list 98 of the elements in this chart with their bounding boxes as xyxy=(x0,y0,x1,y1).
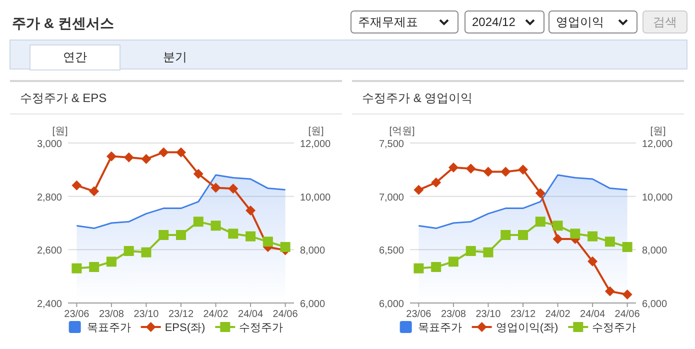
point xyxy=(228,184,238,194)
x-tick-label: 24/04 xyxy=(580,309,606,320)
point xyxy=(246,205,256,216)
y-axis-title: [원] xyxy=(52,126,68,137)
point xyxy=(246,231,256,242)
x-tick-label: 24/02 xyxy=(203,309,229,320)
point xyxy=(228,228,238,239)
x-tick-label: 23/06 xyxy=(406,309,432,320)
point xyxy=(500,230,511,240)
x-tick-label: 23/10 xyxy=(134,309,160,320)
point xyxy=(518,230,528,240)
point xyxy=(448,162,458,173)
point xyxy=(483,166,494,177)
point xyxy=(448,256,458,267)
text: 분기 xyxy=(163,50,187,64)
x-tick-label: 24/06 xyxy=(614,309,640,320)
x-tick-label: 23/06 xyxy=(64,309,90,320)
y2-tick-label: 10,000 xyxy=(300,192,332,204)
x-tick-label: 23/10 xyxy=(476,309,502,320)
y-tick-label: 6,500 xyxy=(378,246,404,257)
point xyxy=(588,256,598,266)
point xyxy=(466,164,476,174)
y-tick-label: 7,500 xyxy=(378,139,404,150)
y2-axis-title: [원] xyxy=(308,126,324,137)
legend-label: 목표주가 xyxy=(86,322,131,334)
point xyxy=(604,286,615,296)
y-tick-label: 2,600 xyxy=(36,246,62,257)
point xyxy=(141,154,152,164)
point xyxy=(552,234,563,244)
point xyxy=(588,231,598,242)
y2-tick-label: 12,000 xyxy=(642,139,674,150)
x-tick-label: 23/12 xyxy=(168,309,194,320)
point xyxy=(570,228,580,239)
y2-tick-label: 6,000 xyxy=(300,299,326,310)
y-tick-label: 2,800 xyxy=(36,192,62,204)
x-tick-label: 23/12 xyxy=(510,309,536,320)
point xyxy=(176,147,186,158)
chart-title: 수정주가 & 영업이익 xyxy=(362,91,473,105)
point xyxy=(414,263,424,274)
legend-label: 수정주가 xyxy=(239,322,284,334)
point xyxy=(89,262,100,272)
text: 영업이익 xyxy=(556,15,604,29)
y-tick-label: 6,000 xyxy=(378,299,404,310)
x-tick-label: 24/02 xyxy=(545,309,571,320)
point xyxy=(622,289,632,300)
point xyxy=(622,242,632,252)
point xyxy=(72,180,82,190)
point xyxy=(552,220,563,231)
point xyxy=(72,263,82,274)
point xyxy=(604,236,615,247)
point xyxy=(193,216,204,227)
x-tick-label: 24/06 xyxy=(272,309,298,320)
point xyxy=(518,164,528,175)
x-tick-label: 24/04 xyxy=(238,309,264,320)
point xyxy=(89,186,100,196)
text: 2024/12 xyxy=(472,15,516,29)
point xyxy=(141,247,152,258)
text: 주가 & 컨센서스 xyxy=(12,15,114,31)
point xyxy=(535,216,546,227)
point xyxy=(193,168,204,179)
legend-label: 수정주가 xyxy=(592,322,636,334)
point xyxy=(210,220,221,231)
point xyxy=(124,152,134,162)
y2-axis-title: [원] xyxy=(650,126,666,137)
chart-title: 수정주가 & EPS xyxy=(20,91,107,105)
point xyxy=(466,246,476,256)
point xyxy=(431,177,442,188)
point xyxy=(262,236,273,247)
point xyxy=(535,188,546,198)
point xyxy=(483,247,494,258)
point xyxy=(124,246,134,256)
point xyxy=(176,230,186,240)
point xyxy=(210,182,221,193)
point xyxy=(158,230,169,240)
x-tick-label: 23/08 xyxy=(440,309,466,320)
x-tick-label: 23/08 xyxy=(98,309,124,320)
text: 주재무제표 xyxy=(358,15,418,29)
y2-tick-label: 8,000 xyxy=(642,246,668,257)
y-tick-label: 3,000 xyxy=(36,139,62,150)
point xyxy=(106,256,116,267)
legend-label: 목표주가 xyxy=(418,322,462,334)
point xyxy=(431,262,442,272)
point xyxy=(414,184,424,195)
y-tick-label: 7,000 xyxy=(378,192,404,204)
point xyxy=(280,242,290,252)
text: 검색 xyxy=(653,15,677,29)
y2-tick-label: 10,000 xyxy=(642,192,674,204)
point xyxy=(158,147,169,158)
text: 연간 xyxy=(63,50,87,64)
legend-label: EPS(좌) xyxy=(164,322,206,334)
y-tick-label: 2,400 xyxy=(36,299,62,310)
y2-tick-label: 12,000 xyxy=(300,139,332,150)
y2-tick-label: 8,000 xyxy=(300,246,326,257)
point xyxy=(500,166,511,177)
y-axis-title: [억원] xyxy=(389,126,415,137)
legend-label: 영업이익(좌) xyxy=(496,322,558,334)
point xyxy=(106,151,116,162)
y2-tick-label: 6,000 xyxy=(642,299,668,310)
